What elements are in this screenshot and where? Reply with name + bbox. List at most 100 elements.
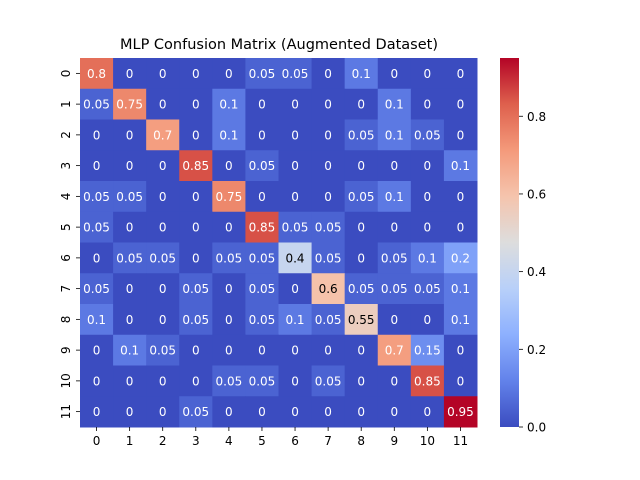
heatmap-cell xyxy=(179,181,213,213)
cell-value-label: 0 xyxy=(424,98,432,112)
heatmap-cell xyxy=(410,365,445,397)
cell-value-label: 0.15 xyxy=(414,344,441,358)
cell-value-label: 0 xyxy=(126,374,134,388)
heatmap-cell xyxy=(443,396,478,428)
cell-value-label: 0.05 xyxy=(381,282,408,296)
cell-value-label: 0.1 xyxy=(385,190,404,204)
heatmap-cell xyxy=(311,242,346,274)
heatmap-cell xyxy=(311,365,346,397)
cell-value-label: 0.05 xyxy=(249,313,276,327)
y-tick-label: 6 xyxy=(59,254,73,262)
heatmap-cell xyxy=(179,150,213,182)
cell-value-label: 0 xyxy=(357,405,365,419)
x-tick-label: 10 xyxy=(420,434,435,448)
x-tick-label: 8 xyxy=(357,434,365,448)
heatmap-cell xyxy=(179,58,213,90)
colorbar-tick-label: 0.4 xyxy=(527,265,546,279)
heatmap-cell xyxy=(245,181,279,213)
cell-value-label: 0 xyxy=(192,128,200,142)
heatmap-cell xyxy=(377,181,412,213)
heatmap-cell xyxy=(443,88,478,120)
cell-value-label: 0 xyxy=(159,313,167,327)
heatmap-cell xyxy=(179,334,213,366)
x-tick-label: 6 xyxy=(291,434,299,448)
cell-value-label: 0 xyxy=(291,159,299,173)
heatmap-cell xyxy=(377,334,412,366)
cell-value-label: 0.05 xyxy=(348,190,375,204)
heatmap-cell xyxy=(377,211,412,243)
heatmap-cell xyxy=(146,58,180,90)
cell-value-label: 0.95 xyxy=(447,405,474,419)
cell-value-label: 0 xyxy=(357,374,365,388)
cell-value-label: 0 xyxy=(126,128,134,142)
heatmap-cell xyxy=(80,88,114,120)
y-tick-label: 0 xyxy=(59,70,73,78)
heatmap-cell xyxy=(311,58,346,90)
cell-value-label: 0.1 xyxy=(219,98,238,112)
cell-value-label: 0 xyxy=(424,405,432,419)
cell-value-label: 0.7 xyxy=(385,344,404,358)
heatmap-cell xyxy=(311,304,346,336)
cell-value-label: 0.05 xyxy=(182,405,209,419)
cell-value-label: 0 xyxy=(126,67,134,81)
heatmap-cell xyxy=(113,150,147,182)
heatmap-cell xyxy=(245,88,279,120)
heatmap-cell xyxy=(377,304,412,336)
x-tick-label: 2 xyxy=(159,434,167,448)
y-tick-label: 8 xyxy=(59,316,73,324)
cell-value-label: 0 xyxy=(324,159,332,173)
cell-value-label: 0 xyxy=(225,221,233,235)
cell-value-label: 0.05 xyxy=(348,282,375,296)
heatmap-cell xyxy=(113,242,147,274)
cell-value-label: 0 xyxy=(390,159,398,173)
cell-value-label: 0.05 xyxy=(315,374,342,388)
heatmap-cell xyxy=(245,211,279,243)
cell-value-label: 0 xyxy=(258,405,266,419)
heatmap-cell xyxy=(113,334,147,366)
x-tick-label: 9 xyxy=(390,434,398,448)
heatmap-cell xyxy=(80,396,114,428)
heatmap-cell xyxy=(344,88,379,120)
cell-value-label: 0 xyxy=(424,313,432,327)
cell-value-label: 0.4 xyxy=(285,251,304,265)
colorbar-tick-label: 0.6 xyxy=(527,187,546,201)
heatmap-cell xyxy=(80,365,114,397)
y-tick-label: 5 xyxy=(59,223,73,231)
cell-value-label: 0.05 xyxy=(315,251,342,265)
y-axis: 0 1 2 3 4 5 6 7 8 9 10 11 xyxy=(59,70,80,419)
cell-value-label: 0 xyxy=(357,251,365,265)
cell-value-label: 0 xyxy=(324,67,332,81)
heatmap-cell xyxy=(443,181,478,213)
cell-value-label: 0 xyxy=(93,251,101,265)
heatmap-cell xyxy=(278,304,313,336)
heatmap-cell xyxy=(113,396,147,428)
cell-value-label: 0.1 xyxy=(352,67,371,81)
heatmap-cell xyxy=(311,273,346,305)
y-tick-label: 9 xyxy=(59,346,73,354)
y-tick-label: 3 xyxy=(59,162,73,170)
heatmap-cell xyxy=(410,119,445,151)
cell-value-label: 0 xyxy=(258,98,266,112)
heatmap-cell xyxy=(80,242,114,274)
cell-value-label: 0.05 xyxy=(249,282,276,296)
cell-value-label: 0 xyxy=(225,159,233,173)
cell-value-label: 0.05 xyxy=(83,98,110,112)
heatmap-cell xyxy=(443,119,478,151)
cell-value-label: 0 xyxy=(192,190,200,204)
heatmap-cell xyxy=(377,273,412,305)
cell-value-label: 0 xyxy=(424,190,432,204)
heatmap-cell xyxy=(245,273,279,305)
heatmap-cell xyxy=(377,365,412,397)
heatmap-cell xyxy=(245,58,279,90)
cell-value-label: 0 xyxy=(457,128,465,142)
heatmap-cells: 0.8 0 0 0 0 0.05 0.05 0 0.1 0 0 0 0.05 0.75 0 0 0.1 0 0 0 0 0… xyxy=(80,58,478,428)
heatmap-cell xyxy=(245,304,279,336)
cell-value-label: 0 xyxy=(159,67,167,81)
cell-value-label: 0 xyxy=(258,190,266,204)
heatmap-cell xyxy=(146,304,180,336)
heatmap-cell xyxy=(113,181,147,213)
heatmap-cell xyxy=(377,58,412,90)
heatmap-cell xyxy=(344,334,379,366)
heatmap-cell xyxy=(146,273,180,305)
